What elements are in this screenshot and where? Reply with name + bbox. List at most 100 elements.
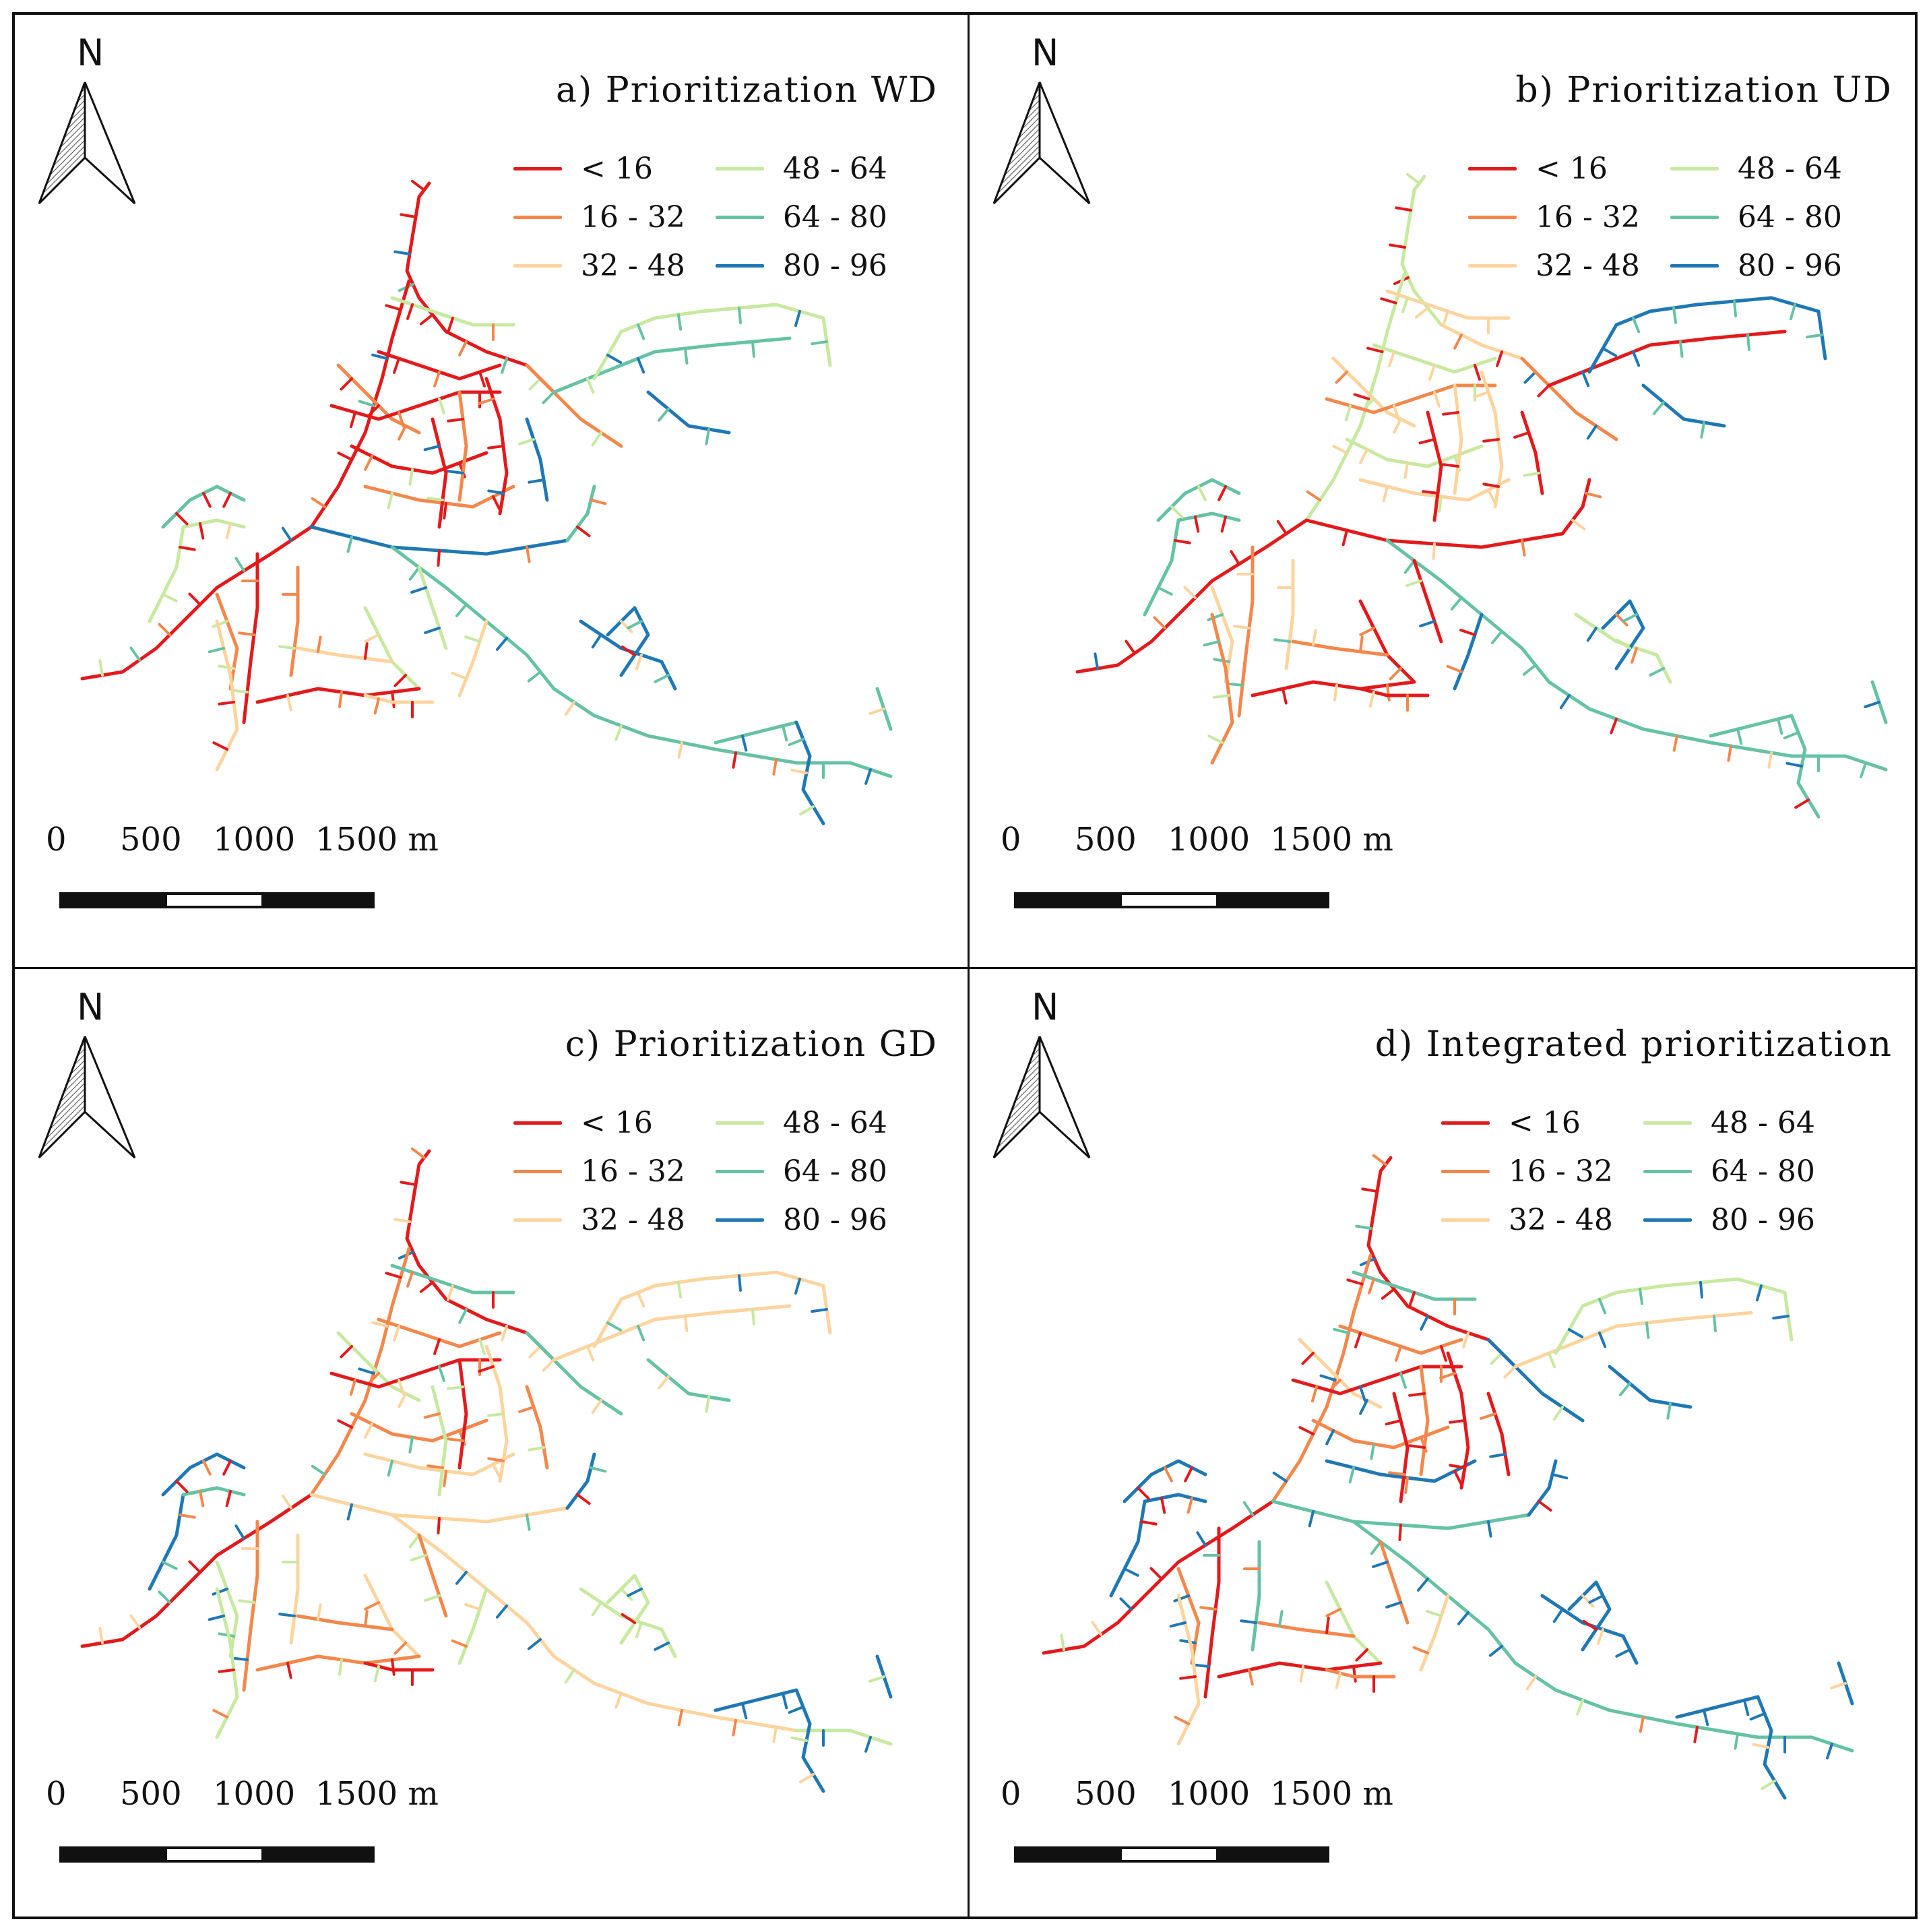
pipe-branch	[1380, 297, 1397, 305]
pipe-branch	[799, 805, 815, 816]
pipe-segment	[390, 545, 798, 765]
pipe-branch	[1183, 586, 1197, 599]
pipe-branch	[1213, 694, 1230, 699]
pipe-segment	[1358, 687, 1430, 697]
scale-tick-label: 1500 m	[315, 1775, 439, 1813]
pipe-branch	[1537, 384, 1550, 398]
pipe-branch	[346, 1503, 353, 1521]
pipe-branch	[738, 307, 742, 324]
legend-swatch	[513, 215, 562, 219]
pipe-branch	[406, 303, 414, 320]
pipe-branch	[212, 1588, 228, 1596]
pipe-branch	[590, 499, 607, 505]
legend-label: 80 - 96	[1738, 248, 1842, 283]
pipe-branch	[419, 1281, 434, 1293]
panel-integrated: N d) Integrated prioritization < 16 16 - …	[970, 969, 1920, 1919]
pipe-branch	[487, 489, 505, 495]
network-map	[1075, 173, 1888, 819]
legend-label: 48 - 64	[1711, 1105, 1815, 1140]
pipe-branch	[1459, 629, 1476, 636]
pipe-branch	[705, 1396, 710, 1413]
pipe-branch	[1333, 1328, 1350, 1334]
pipe-branch	[1474, 364, 1481, 381]
pipe-branch	[1119, 1597, 1133, 1611]
pipe-branch	[772, 1726, 778, 1743]
pipe-branch	[451, 1639, 468, 1648]
legend: < 16 16 - 32 32 - 48 48 - 64 64 - 80 80 - 96	[513, 1102, 945, 1257]
pipe-branch	[391, 1658, 396, 1676]
pipe-branch	[1335, 371, 1348, 384]
pipe-branch	[1306, 490, 1321, 501]
scale-tick-label: 500	[1075, 821, 1137, 859]
scale-tick-label: 1000	[213, 821, 296, 859]
pipe-branch	[202, 1460, 212, 1476]
pipe-branch	[98, 659, 104, 677]
pipe-branch	[1248, 1669, 1254, 1686]
pipe-branch	[732, 751, 737, 769]
pipe-branch	[590, 1466, 607, 1473]
pipe-branch	[1169, 1621, 1187, 1628]
pipe-branch	[741, 735, 748, 752]
pipe-branch	[1140, 1520, 1158, 1526]
pipe-segment	[289, 1533, 300, 1645]
pipe-branch	[1372, 1154, 1387, 1166]
pipe-branch	[1755, 1284, 1763, 1302]
pipe-branch	[1332, 445, 1348, 454]
pipe-branch	[1521, 539, 1526, 557]
pipe-branch	[1370, 1540, 1382, 1555]
pipe-branch	[1346, 1278, 1364, 1286]
legend-swatch	[1670, 215, 1719, 219]
pipe-branch	[1548, 1352, 1556, 1369]
pipe-segment	[1203, 1526, 1221, 1699]
pipe-branch	[1218, 485, 1227, 501]
network-map	[80, 179, 893, 825]
pipe-branch	[393, 674, 407, 687]
pipe-branch	[1328, 1379, 1341, 1392]
pipe-segment	[1358, 599, 1416, 684]
pipe-branch	[1325, 1429, 1335, 1445]
pipe-branch	[311, 1464, 326, 1476]
pipe-segment	[525, 417, 549, 502]
pipe-branch	[1359, 635, 1364, 653]
pipe-branch	[1679, 340, 1684, 358]
pipe-segment	[1675, 1695, 1760, 1719]
pipe-branch	[1157, 586, 1173, 596]
pipe-branch	[393, 250, 411, 255]
pipe-branch	[385, 1272, 402, 1279]
scale-tick-label: 1000	[1168, 1775, 1251, 1813]
legend-swatch	[716, 1121, 764, 1125]
pipe-branch	[1196, 1531, 1207, 1547]
pipe-branch	[635, 1621, 643, 1638]
pipe-branch	[398, 425, 407, 441]
pipe-segment	[1251, 1540, 1261, 1652]
legend-swatch	[1670, 166, 1719, 170]
pipe-branch	[158, 1590, 171, 1604]
pipe-branch	[620, 1588, 633, 1601]
pipe-branch	[1639, 1288, 1644, 1305]
pipe-segment	[646, 390, 731, 435]
pipe-branch	[677, 1281, 683, 1299]
legend-item: 80 - 96	[1670, 245, 1842, 286]
pipe-branch	[1597, 1628, 1604, 1645]
pipe-branch	[1405, 173, 1421, 185]
pipe-branch	[1568, 1328, 1584, 1338]
pipe-branch	[1631, 647, 1638, 664]
pipe-segment	[1385, 538, 1794, 758]
pipe-segment	[363, 693, 435, 704]
pipe-branch	[1490, 1352, 1503, 1365]
pipe-branch	[278, 645, 296, 650]
legend-label: 32 - 48	[581, 1202, 685, 1237]
legend-label: < 16	[1536, 151, 1608, 186]
pipe-branch	[447, 1385, 464, 1390]
pipe-segment	[1520, 356, 1618, 441]
pipe-branch	[1615, 613, 1628, 627]
pipe-segment	[1453, 383, 1463, 495]
legend-swatch	[1643, 1169, 1692, 1173]
pipe-branch	[311, 497, 326, 508]
pipe-branch	[1230, 550, 1240, 565]
pipe-branch	[868, 1675, 885, 1683]
pipe-branch	[1395, 206, 1412, 212]
pipe-branch	[627, 620, 643, 629]
pipe-segment	[1486, 1338, 1585, 1423]
pipe-branch	[1749, 1712, 1766, 1721]
